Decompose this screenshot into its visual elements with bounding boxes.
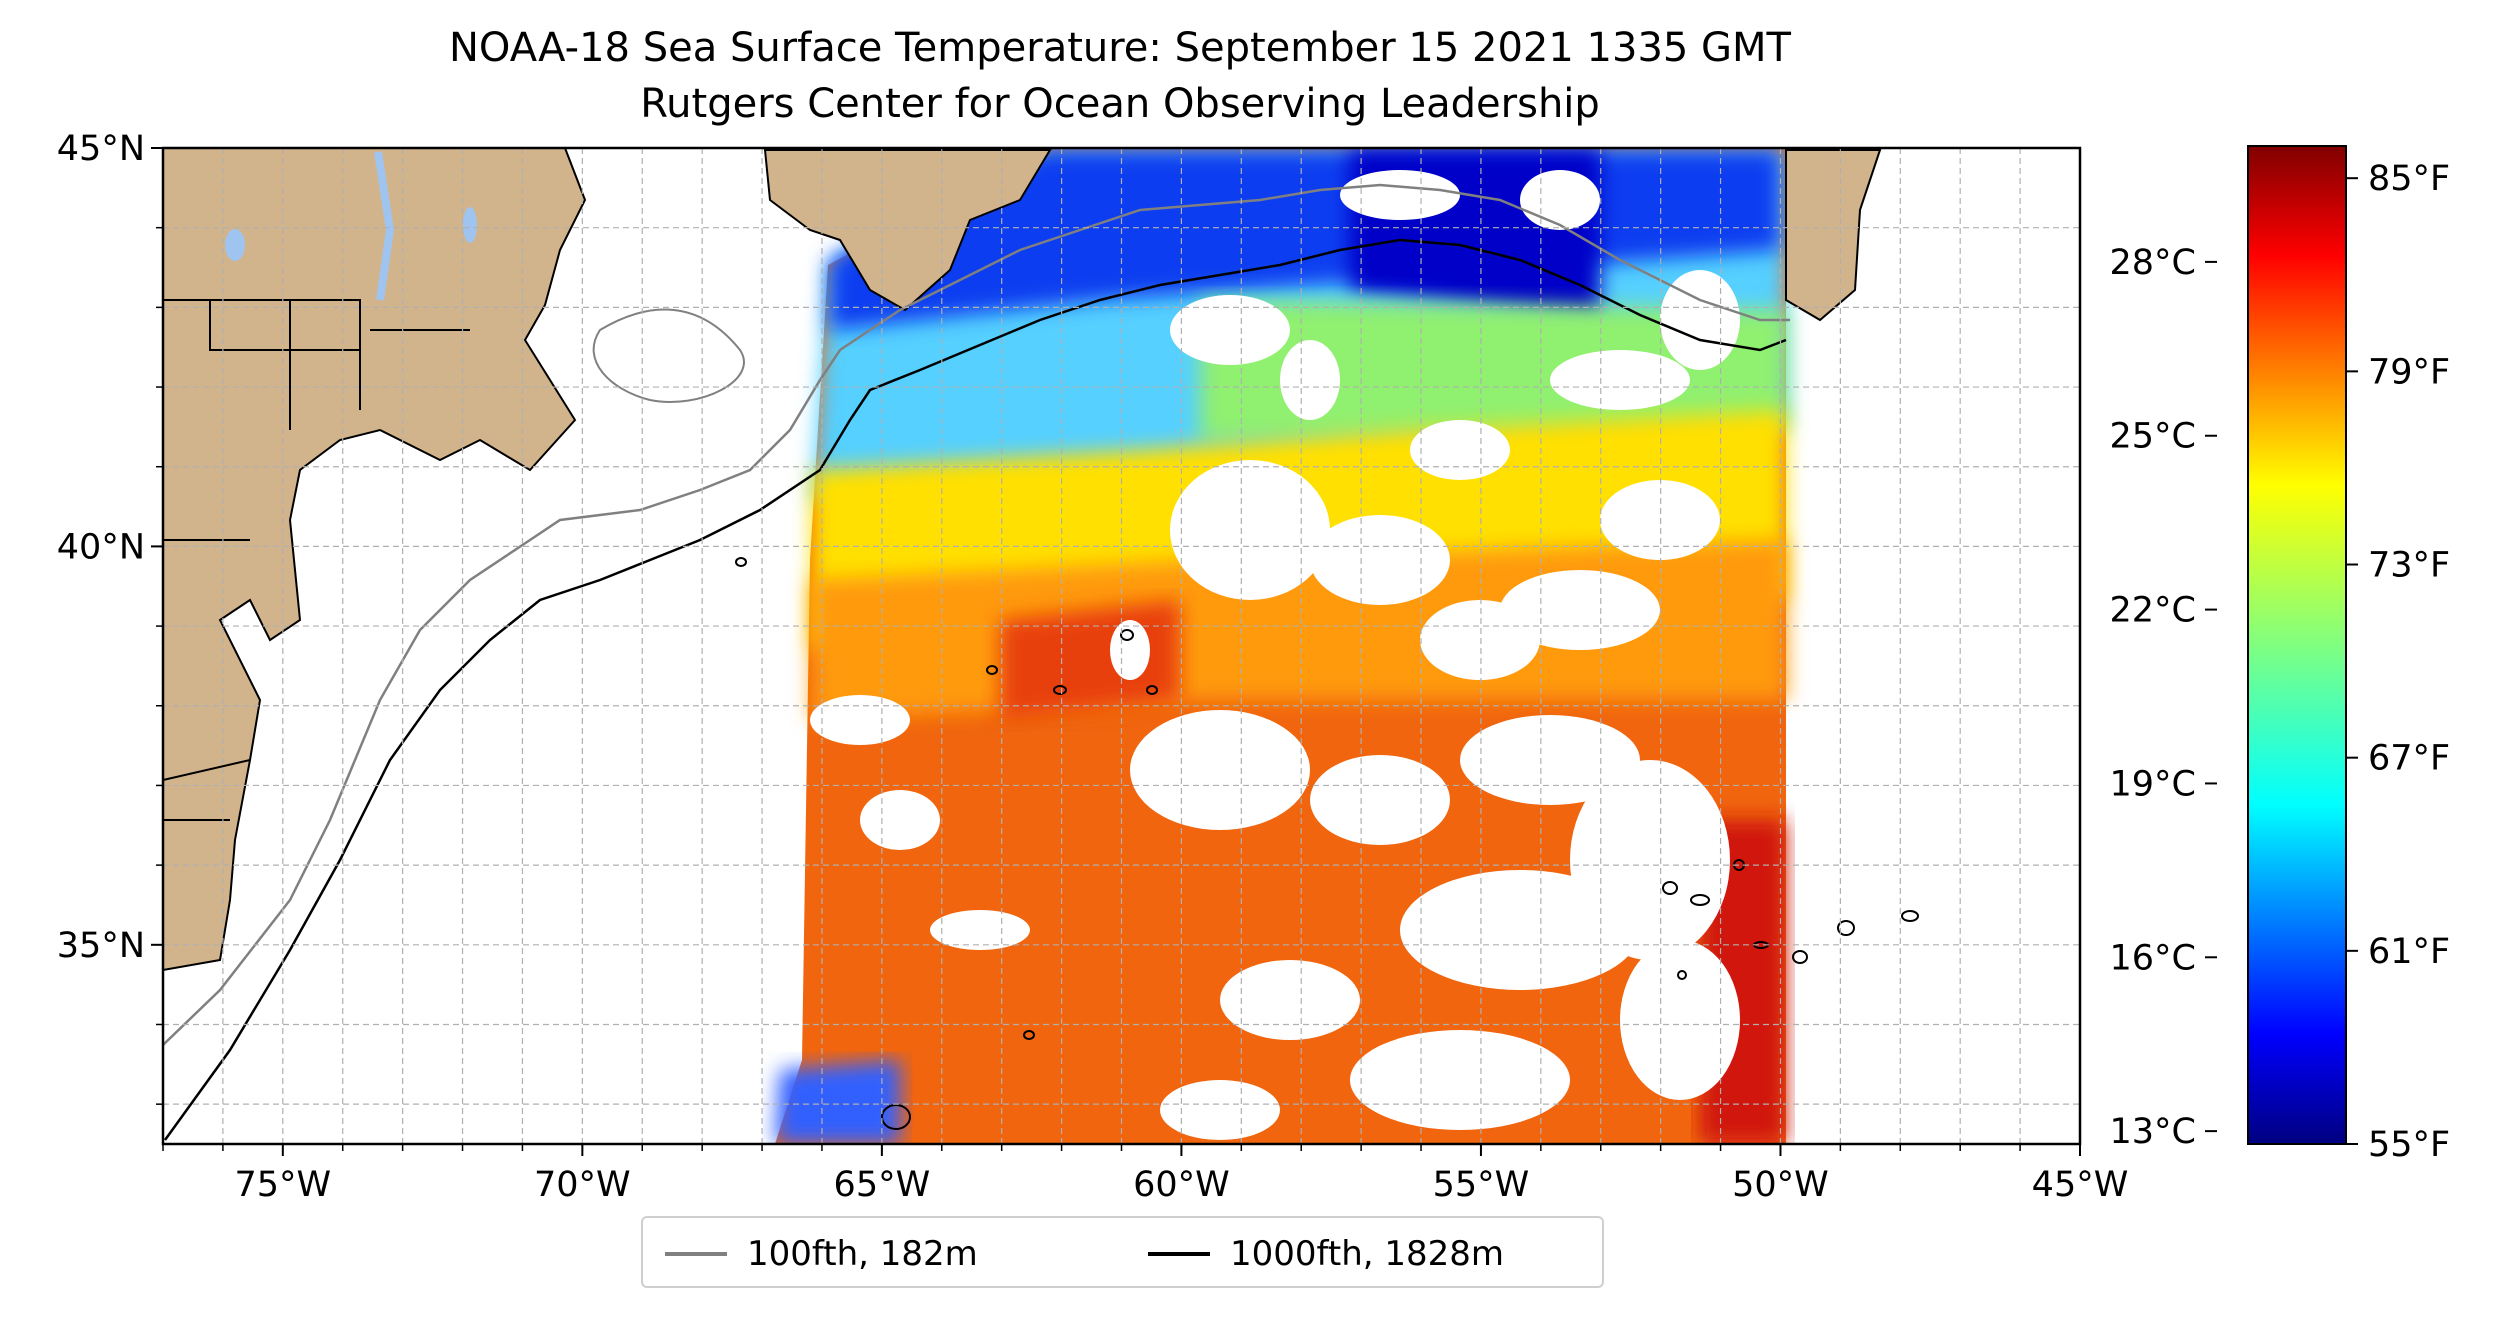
colorbar-f-label: 79°F [2368,352,2450,392]
colorbar-f-label: 73°F [2368,546,2450,586]
chart-subtitle: Rutgers Center for Ocean Observing Leade… [640,81,1600,127]
colorbar-c-label: 16°C [2110,938,2196,978]
colorbar-c-label: 13°C [2110,1112,2196,1152]
cloud-mask [810,170,1740,1140]
colorbar [2247,145,2347,1145]
colorbar-c-label: 19°C [2110,764,2196,804]
y-tick-label: 35°N [57,926,145,966]
x-tick-label: 65°W [834,1165,931,1205]
contour-1000fth [163,238,1787,1141]
colorbar-c-label: 25°C [2110,417,2196,457]
x-tick-label: 55°W [1433,1165,1530,1205]
x-tick-label: 70°W [534,1165,631,1205]
legend-label: 100fth, 182m [747,1234,978,1274]
colorbar-f-label: 85°F [2368,159,2450,199]
colorbar-c-label: 22°C [2110,591,2196,631]
x-tick-label: 75°W [234,1165,331,1205]
legend-label: 1000fth, 1828m [1230,1234,1505,1274]
y-tick-label: 40°N [57,527,145,567]
colorbar-c-label: 28°C [2110,243,2196,283]
y-tick-label: 45°N [57,129,145,169]
legend-item-100fth: 100fth, 182m [665,1234,978,1274]
chart-title: NOAA-18 Sea Surface Temperature: Septemb… [449,25,1791,71]
legend-item-1000fth: 1000fth, 1828m [1148,1234,1504,1274]
sst-swath [775,148,1786,1144]
colorbar-ticks: 85°F 79°F 73°F 67°F 61°F 55°F 28°C 25°C 22°C 19°C… [2110,159,2451,1165]
legend: 100fth, 182m 1000fth, 1828m [641,1216,1604,1288]
contour-100fth [163,183,1790,1046]
legend-swatch [1148,1252,1210,1256]
map-frame [161,146,2082,1146]
colorbar-f-label: 55°F [2368,1125,2450,1165]
x-tick-label: 50°W [1732,1165,1829,1205]
x-tick-label: 45°W [2032,1165,2129,1205]
seamount-contours [735,557,1919,1130]
legend-swatch [665,1252,727,1256]
colorbar-f-label: 67°F [2368,739,2450,779]
colorbar-f-label: 61°F [2368,932,2450,972]
x-tick-label: 60°W [1133,1165,1230,1205]
land [163,148,1882,972]
